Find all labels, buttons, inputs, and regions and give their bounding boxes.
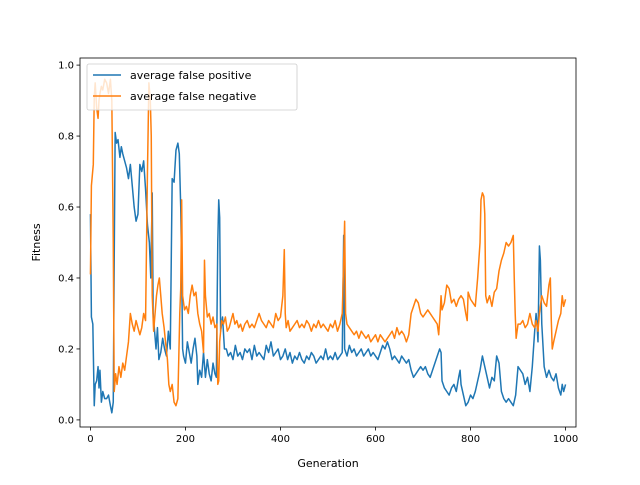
x-tick-label: 800 — [461, 434, 480, 445]
y-axis-label: Fitness — [30, 223, 43, 261]
y-tick-label: 0.4 — [58, 273, 74, 284]
y-tick-label: 0.6 — [58, 203, 74, 214]
x-ticks: 0 200 400 600 800 1000 — [87, 427, 578, 445]
x-tick-label: 0 — [87, 434, 93, 445]
y-tick-label: 0.2 — [58, 344, 74, 355]
legend-box — [86, 63, 298, 111]
x-axis-label: Generation — [297, 457, 358, 470]
y-tick-label: 1.0 — [58, 61, 74, 72]
x-tick-label: 1000 — [553, 434, 578, 445]
legend-label-2: average false negative — [130, 90, 257, 103]
legend: average false positive average false nega… — [86, 63, 298, 111]
legend-label-1: average false positive — [130, 69, 252, 82]
y-tick-label: 0.8 — [58, 132, 74, 143]
series-line-2 — [89, 78, 567, 407]
series-layer — [89, 78, 567, 414]
y-ticks: 0.0 0.2 0.4 0.6 0.8 1.0 — [58, 61, 80, 426]
plot-frame — [79, 57, 577, 428]
x-tick-label: 400 — [271, 434, 290, 445]
x-tick-label: 200 — [176, 434, 195, 445]
x-tick-label: 600 — [366, 434, 385, 445]
y-tick-label: 0.0 — [58, 415, 74, 426]
